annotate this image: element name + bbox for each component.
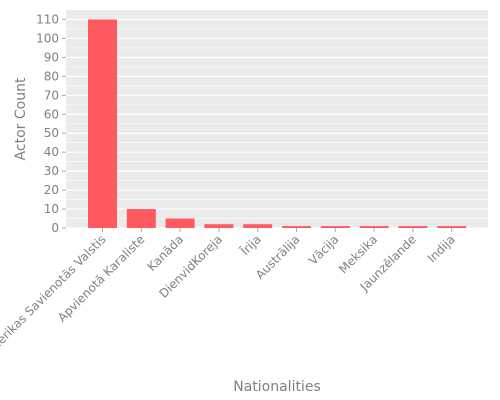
y-tick-label: 30: [44, 164, 59, 178]
y-tick-label: 0: [51, 221, 59, 235]
bar: [126, 209, 156, 228]
x-tick-label: Vācija: [306, 232, 341, 267]
y-axis-ticks: 0 10 20 30 40 50 60 70 80 90 100 110: [36, 12, 66, 235]
x-axis-label: Nationalities: [233, 379, 321, 395]
y-tick-label: 10: [44, 202, 59, 216]
y-tick-label: 50: [44, 126, 59, 140]
y-tick-label: 90: [44, 50, 59, 64]
y-tick-label: 20: [44, 183, 59, 197]
bar: [243, 224, 273, 228]
y-tick-label: 70: [44, 88, 59, 102]
bars: [88, 19, 467, 229]
y-tick-label: 100: [36, 31, 59, 45]
bar: [359, 226, 389, 228]
bar: [320, 226, 350, 228]
bar: [204, 224, 234, 228]
x-tick-label: Indija: [425, 232, 458, 265]
bar: [398, 226, 428, 228]
x-tick-label: Īrija: [238, 232, 264, 258]
bar: [88, 19, 117, 229]
bar: [282, 226, 311, 228]
y-axis-label: Actor Count: [13, 77, 29, 160]
y-tick-label: 40: [44, 145, 59, 159]
y-tick-label: 110: [36, 12, 59, 26]
plot-panel: [66, 10, 488, 228]
y-tick-label: 80: [44, 69, 59, 83]
y-tick-label: 60: [44, 107, 59, 121]
bar: [437, 226, 467, 228]
bar: [165, 218, 195, 228]
